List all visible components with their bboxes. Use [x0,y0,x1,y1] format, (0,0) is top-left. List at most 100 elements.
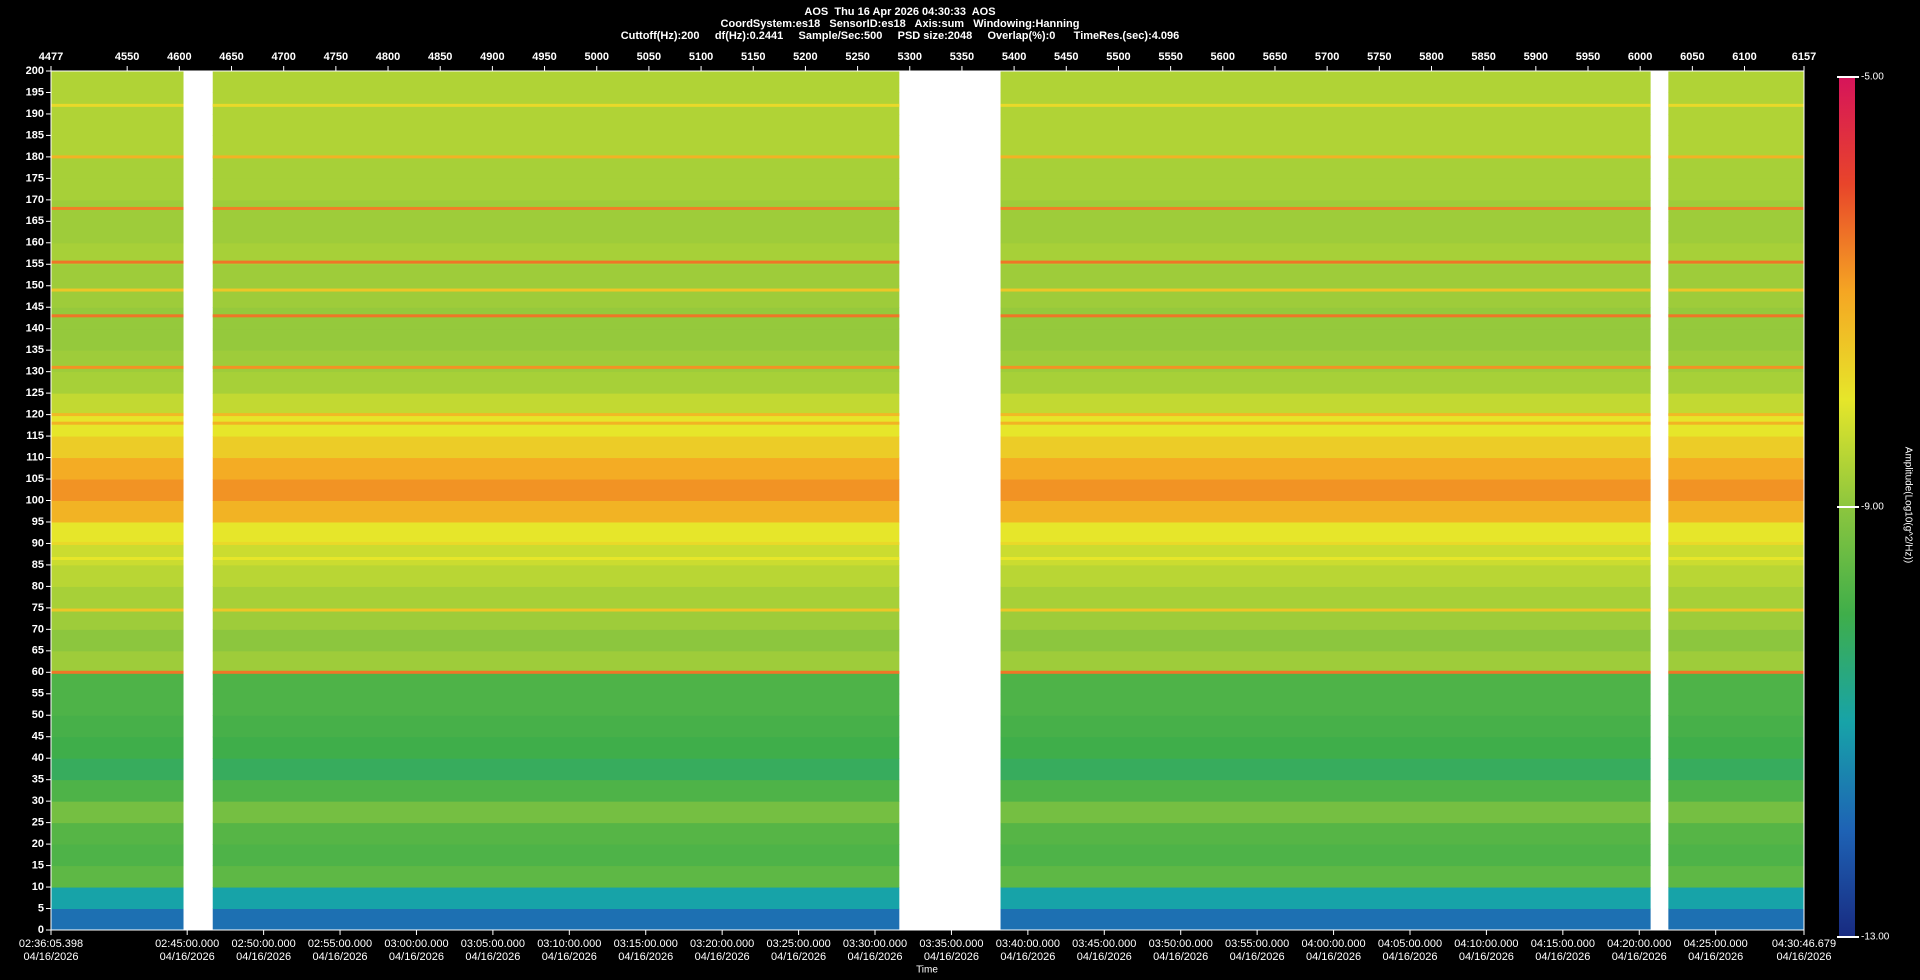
harmonic-line [1000,103,1651,107]
heatmap-cell [51,607,184,630]
time-tick-label: 02:55:00.000 [308,938,372,950]
time-tick-date: 04/16/2026 [1459,951,1514,963]
heatmap-cell [1668,715,1804,738]
time-tick-label: 04:05:00.000 [1378,938,1442,950]
time-tick-label: 04:25:00.000 [1684,938,1748,950]
x-tick-label: 4750 [324,51,348,63]
y-tick-label: 170 [26,194,44,206]
heatmap-cell [51,479,184,501]
heatmap-cell [212,607,900,630]
y-tick-label: 15 [32,859,44,871]
heatmap-cell [51,371,184,394]
heatmap-cell [212,801,900,824]
heatmap-cell [1000,71,1651,93]
harmonic-line [1668,608,1804,612]
time-tick-date: 04/16/2026 [695,951,750,963]
heatmap-cell [1000,178,1651,201]
y-tick-label: 40 [32,752,44,764]
heatmap-cell [1000,607,1651,630]
time-tick-label: 03:20:00.000 [690,938,754,950]
y-tick-label: 100 [26,494,44,506]
harmonic-line [212,365,900,369]
time-tick-label: 03:30:00.000 [843,938,907,950]
heatmap-cell [1668,199,1804,222]
heatmap-cell [212,393,900,416]
harmonic-line [51,288,184,292]
x-tick-label: 5200 [793,51,817,63]
heatmap-cell [51,414,184,437]
y-tick-label: 35 [32,774,44,786]
x-tick-label: 5850 [1471,51,1495,63]
heatmap-cell [1000,758,1651,781]
time-tick-label: 03:55:00.000 [1225,938,1289,950]
heatmap-cell [212,672,900,695]
time-tick-date: 04/16/2026 [924,951,979,963]
heatmap-cell [51,865,184,888]
heatmap-cell [212,629,900,652]
heatmap-cell [1668,457,1804,480]
y-tick-label: 140 [26,323,44,335]
heatmap-cell [1668,436,1804,459]
time-tick-date: 04/16/2026 [1382,951,1437,963]
heatmap-cell [212,822,900,845]
heatmap-cell [212,135,900,158]
harmonic-line [51,206,184,210]
y-tick-label: 145 [26,301,44,313]
heatmap-cell [212,779,900,802]
heatmap-cell [1000,199,1651,222]
heatmap-cell [1000,307,1651,330]
heatmap-cell [1000,736,1651,759]
heatmap-cell [1000,221,1651,244]
x-tick-label: 5250 [845,51,869,63]
heatmap-cell [51,113,184,136]
time-tick-label: 04:00:00.000 [1301,938,1365,950]
y-tick-label: 180 [26,151,44,163]
heatmap-cell [1668,865,1804,888]
harmonic-line [51,670,184,674]
time-tick-date: 04/16/2026 [1535,951,1590,963]
time-tick-date: 04/16/2026 [1688,951,1743,963]
harmonic-line [212,288,900,292]
heatmap-cell [212,199,900,222]
x-tick-label: 5600 [1211,51,1235,63]
y-tick-label: 50 [32,709,44,721]
heatmap-cell [212,221,900,244]
harmonic-line [1668,421,1804,425]
heatmap-cell [51,242,184,265]
harmonic-line [1668,541,1804,545]
x-tick-label: 4800 [376,51,400,63]
heatmap-cell [51,887,184,910]
heatmap-cell [51,779,184,802]
harmonic-line [212,670,900,674]
heatmap-cell [212,307,900,330]
heatmap-cell [212,715,900,738]
heatmap-cell [1668,779,1804,802]
harmonic-line [212,206,900,210]
time-tick-date: 04/16/2026 [1306,951,1361,963]
heatmap-cell [1668,758,1804,781]
harmonic-line [212,541,900,545]
y-tick-label: 175 [26,172,44,184]
heatmap-cell [1668,113,1804,136]
harmonic-line [1668,260,1804,264]
heatmap-cell [212,887,900,910]
time-tick-label: 03:10:00.000 [537,938,601,950]
y-tick-label: 150 [26,280,44,292]
heatmap-cell [51,328,184,351]
time-tick-date: 04/16/2026 [1153,951,1208,963]
heatmap-cell [212,242,900,265]
time-tick-date: 04/16/2026 [236,951,291,963]
x-tick-label: 4950 [532,51,556,63]
harmonic-line [212,260,900,264]
harmonic-line [51,155,184,159]
x-tick-label: 5650 [1263,51,1287,63]
heatmap-cell [51,736,184,759]
x-tick-label: 5100 [689,51,713,63]
harmonic-line [1668,556,1804,560]
time-tick-label: 02:36:05.398 [19,938,83,950]
harmonic-line [1668,670,1804,674]
harmonic-line [51,608,184,612]
harmonic-line [1000,541,1651,545]
heatmap-cell [1000,844,1651,867]
